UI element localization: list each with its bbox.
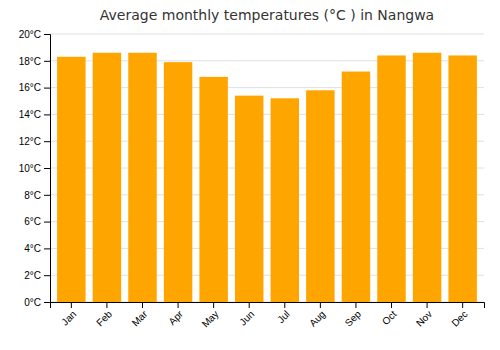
tick-mark [44, 141, 50, 142]
tick-label: 12°C [19, 136, 41, 147]
bar [128, 53, 156, 302]
tick: 14°C [19, 109, 50, 120]
tick-label: 4°C [24, 243, 41, 254]
tick-label: Dec [449, 308, 469, 328]
tick-mark [44, 88, 50, 89]
tick-label: Nov [414, 308, 434, 328]
tick-mark [44, 34, 50, 35]
tick-label: Jan [59, 308, 78, 327]
tick-mark [44, 168, 50, 169]
tick-label: May [200, 308, 221, 329]
tick: 12°C [19, 136, 50, 147]
tick-mark [249, 302, 250, 308]
bar [199, 77, 227, 302]
tick-label: Mar [130, 308, 150, 328]
tick-mark [320, 302, 321, 308]
tick-mark [178, 302, 179, 308]
tick-label: Oct [380, 308, 399, 327]
tick: May [200, 302, 221, 330]
tick: Dec [449, 302, 469, 329]
tick-mark [106, 302, 107, 308]
tick: 4°C [24, 243, 50, 254]
tick: 0°C [24, 297, 50, 308]
tick-mark [44, 61, 50, 62]
tick-label: 8°C [24, 190, 41, 201]
tick-label: Feb [94, 308, 114, 328]
tick-label: Aug [307, 308, 327, 328]
tick-mark [142, 302, 143, 308]
tick-label: 18°C [19, 56, 41, 67]
tick-label: 6°C [24, 216, 41, 227]
axis-line [51, 303, 485, 309]
tick: Sep [343, 302, 364, 329]
tick-mark [71, 302, 72, 308]
tick-mark [427, 302, 428, 308]
tick-label: 2°C [24, 270, 41, 281]
tick: 10°C [19, 163, 50, 174]
bar [235, 96, 263, 302]
bar [448, 55, 476, 302]
tick-mark [462, 302, 463, 308]
tick-mark [44, 195, 50, 196]
tick: Apr [166, 302, 185, 327]
tick-mark [44, 302, 50, 303]
bar [306, 90, 334, 302]
tick-label: Apr [166, 308, 185, 327]
bar [271, 98, 299, 302]
bar [57, 57, 85, 302]
tick: Nov [414, 302, 434, 329]
tick-label: 20°C [19, 29, 41, 40]
tick-mark [44, 248, 50, 249]
bar [164, 62, 192, 302]
plot: Jan Feb Mar Apr May Jun Jul Aug Sep Oct Nov Dec 0°C 2… [19, 29, 485, 330]
tick-label: 10°C [19, 163, 41, 174]
tick-label: Sep [343, 308, 364, 329]
axis-line [44, 35, 51, 303]
bar [377, 55, 405, 302]
title: Average monthly temperatures (°C ) in Na… [100, 7, 434, 23]
tick-mark [355, 302, 356, 308]
tick: Jul [275, 302, 292, 325]
tick: Feb [94, 302, 114, 328]
tick: Jan [59, 302, 78, 328]
bars [57, 53, 477, 302]
y-axis: 0°C 2°C 4°C 6°C 8°C 10°C 12°C 14°C 16°C 18°C 20°C [19, 29, 51, 308]
bar [93, 53, 121, 302]
tick: Oct [380, 302, 399, 327]
tick: Jun [237, 302, 256, 328]
grid [50, 34, 484, 302]
tick-mark [44, 222, 50, 223]
tick-mark [391, 302, 392, 308]
tick: 16°C [19, 82, 50, 93]
tick-label: Jun [237, 308, 256, 327]
tick-mark [284, 302, 285, 308]
tick: 6°C [24, 216, 50, 227]
grid-line [50, 34, 484, 35]
chart: Jan Feb Mar Apr May Jun Jul Aug Sep Oct Nov Dec 0°C 2… [0, 0, 500, 350]
tick-label: Jul [275, 308, 292, 325]
tick: 8°C [24, 190, 50, 201]
tick-label: 16°C [19, 82, 41, 93]
x-axis: Jan Feb Mar Apr May Jun Jul Aug Sep Oct Nov Dec [51, 302, 485, 330]
tick-label: 0°C [24, 297, 41, 308]
tick: 20°C [19, 29, 50, 40]
bar [413, 53, 441, 302]
tick: 18°C [19, 56, 50, 67]
tick: Mar [130, 302, 150, 328]
bar [342, 72, 370, 302]
tick-mark [213, 302, 214, 308]
tick-mark [44, 114, 50, 115]
tick: Aug [307, 302, 327, 329]
tick: 2°C [24, 270, 50, 281]
tick-mark [44, 275, 50, 276]
tick-label: 14°C [19, 109, 41, 120]
